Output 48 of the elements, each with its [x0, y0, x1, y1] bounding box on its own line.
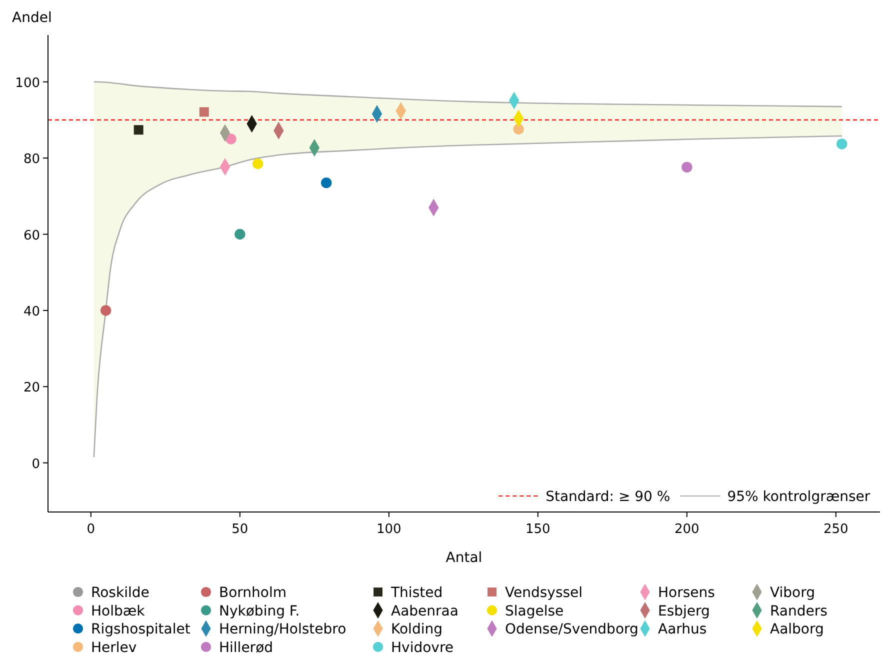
legend-label: Aarhus: [658, 622, 707, 638]
legend-label: Slagelse: [505, 603, 564, 620]
point: [226, 134, 236, 144]
point: [252, 158, 264, 170]
x-tick-label: 200: [674, 522, 700, 537]
y-tick-label: 100: [15, 76, 40, 91]
x-axis-title: Antal: [446, 550, 482, 566]
point: [682, 162, 692, 173]
legend-label: Esbjerg: [658, 603, 710, 620]
legend-label: Roskilde: [91, 585, 150, 601]
point: [234, 228, 246, 240]
y-tick-label: 60: [23, 228, 40, 244]
line-series: [93, 81, 843, 108]
y-axis-title: Andel: [12, 10, 52, 26]
y-tick-label: 0: [32, 456, 40, 472]
x-tick-label: 250: [823, 522, 848, 537]
legend-label: Thisted: [390, 585, 443, 601]
legend-label: Randers: [770, 603, 828, 620]
legend-label: Nykøbing F.: [219, 603, 300, 620]
x-tick-label: 0: [86, 522, 96, 537]
legend-label: Herlev: [91, 640, 137, 656]
legend-label: Aabenraa: [391, 603, 458, 620]
legend-label: Kolding: [391, 622, 442, 638]
legend-label: 95% kontrolgrænser: [727, 489, 870, 505]
legend-label: Bornholm: [219, 585, 287, 601]
y-tick-label: 20: [23, 380, 40, 396]
x-tick-label: 50: [232, 522, 248, 537]
legend-label: Hillerød: [219, 640, 274, 656]
legend-label: Viborg: [770, 585, 816, 601]
legend-label: Hvidovre: [391, 640, 454, 656]
legend-label: Holbæk: [91, 603, 146, 620]
legend-label: Odense/Svendborg: [505, 622, 638, 638]
legend-label: Herning/Holstebro: [219, 622, 346, 638]
y-tick-label: 40: [23, 304, 40, 320]
point: [134, 125, 144, 135]
legend-label: Horsens: [658, 585, 715, 601]
x-tick-label: 100: [376, 522, 402, 537]
y-tick-label: 80: [23, 152, 40, 168]
point: [836, 138, 848, 150]
point: [513, 124, 524, 134]
point: [100, 305, 112, 316]
legend-label: Standard: ≥ 90 %: [546, 489, 670, 505]
point: [320, 177, 332, 188]
x-tick-label: 150: [525, 522, 550, 537]
legend-label: Rigshospitalet: [91, 622, 191, 638]
point: [199, 107, 209, 117]
legend-label: Aalborg: [770, 622, 824, 638]
legend-label: Vendsyssel: [505, 585, 583, 601]
